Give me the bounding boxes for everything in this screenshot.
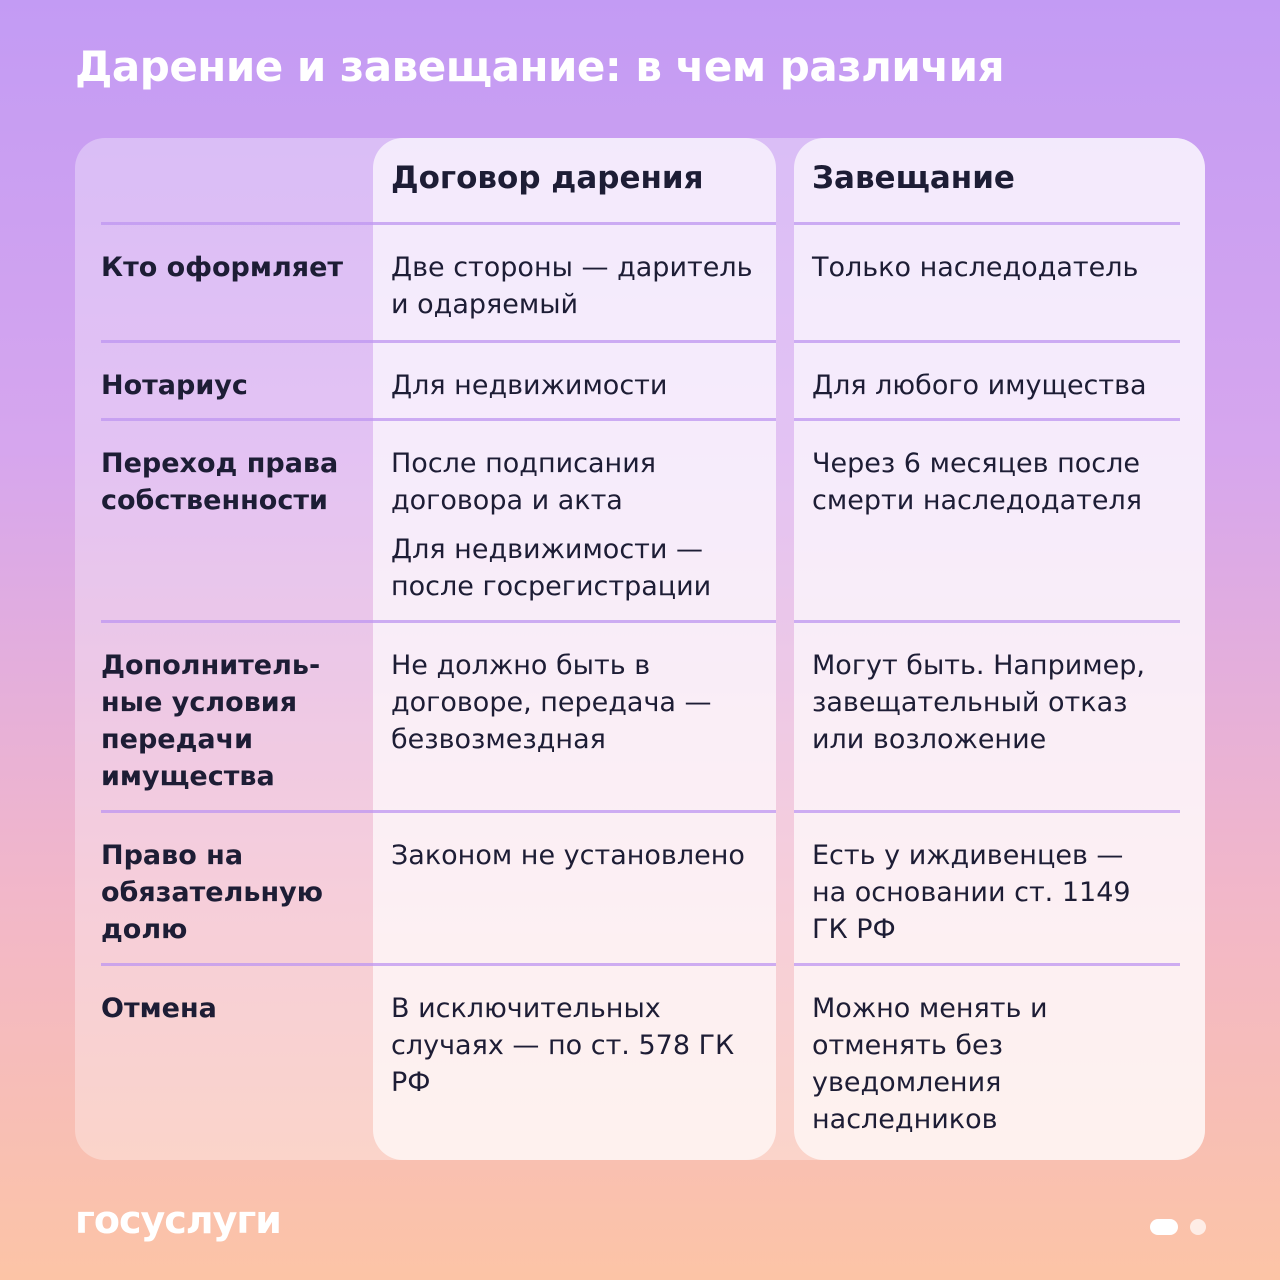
table-cell: Можно менять и отменять без уведомления … [794,963,1180,1160]
cell-text: Законом не установлено [391,840,745,871]
gap [776,418,794,620]
row-label: Право на обязательную долю [101,810,373,963]
table-cell: После подписания договора и акта Для недв… [373,418,776,620]
gap [776,340,794,418]
column-header: Договор дарения [391,160,704,196]
title: Дарение и завещание: в чем различия [75,42,1005,91]
header-cell [75,138,373,222]
table-cell: Есть у иждивенцев — на основании ст. 114… [794,810,1180,963]
gap [776,810,794,963]
gap [776,222,794,340]
table-card: Договор дарения Завещание Кто оформляет Две… [75,138,1205,1160]
table-cell: Не должно быть в договоре, передача — бе… [373,620,776,810]
cell-text: После подписания договора и акта [391,448,656,516]
column-panel [373,138,776,1160]
page-indicator-active [1150,1219,1178,1235]
cell-text: Не должно быть в договоре, передача — бе… [391,650,712,755]
cell-text: Для недвижимости [391,370,668,401]
cell-text: Могут быть. Например, завещательный отка… [812,650,1145,755]
logo: госуслуги [75,1198,282,1242]
gap [776,620,794,810]
cell-text: Только наследодатель [812,252,1139,283]
table-cell: Для любого имущества [794,340,1180,418]
cell-text: Есть у иждивенцев — на основании ст. 114… [812,840,1131,945]
table-cell: В исключительных случаях — по ст. 578 ГК… [373,963,776,1160]
column-header: Завещание [812,160,1015,196]
table-cell: Законом не установлено [373,810,776,963]
cell-text: Для любого имущества [812,370,1147,401]
table: Договор дарения Завещание Кто оформляет Две… [75,138,1205,1160]
row-label: Отмена [101,963,373,1160]
gap [776,963,794,1160]
row-label: Нотариус [101,340,373,418]
table-cell: Только наследодатель [794,222,1180,340]
table-cell: Могут быть. Например, завещательный отка… [794,620,1180,810]
cell-text: Для недвижимости — после госрегистрации [391,534,712,602]
column-panel [794,138,1205,1160]
page-indicator [1190,1219,1206,1235]
row-label: Кто оформляет [101,222,373,340]
table-cell: Две стороны — даритель и одаряемый [373,222,776,340]
row-label: Дополнитель­ные условия передачи имущест… [101,620,373,810]
cell-text: В исключительных случаях — по ст. 578 ГК… [391,993,735,1098]
table-cell: Через 6 месяцев после смерти наследодате… [794,418,1180,620]
cell-text: Можно менять и отменять без уведомления … [812,993,1048,1135]
gap [776,138,794,222]
cell-text: Через 6 месяцев после смерти наследодате… [812,448,1142,516]
row-label: Переход права собственности [101,418,373,620]
cell-text: Две стороны — даритель и одаряемый [391,252,753,320]
table-cell: Для недвижимости [373,340,776,418]
